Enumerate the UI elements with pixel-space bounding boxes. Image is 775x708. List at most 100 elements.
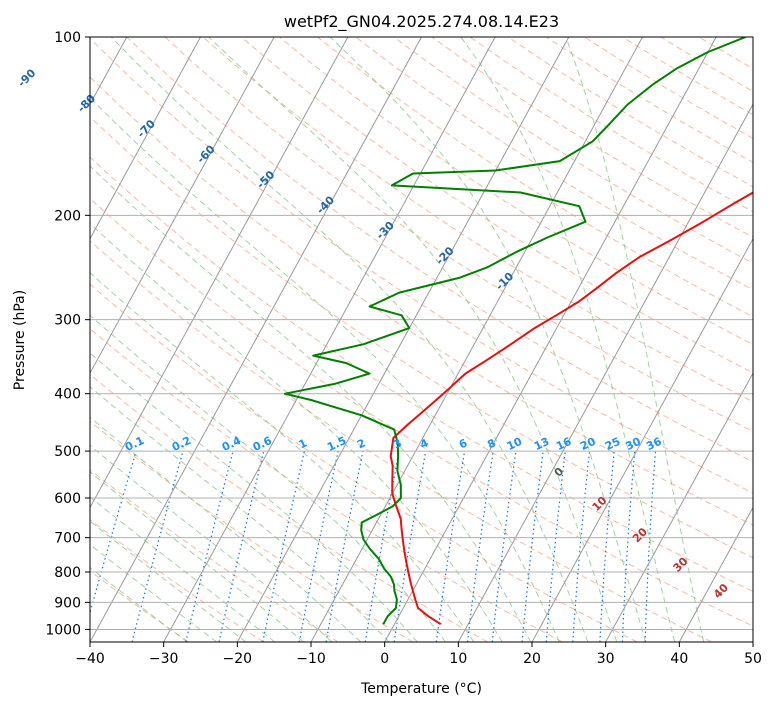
isotherm xyxy=(236,37,570,642)
dry-adiabat xyxy=(164,37,753,433)
mixing-ratio-label: 30 xyxy=(624,435,644,453)
y-tick-label: 1000 xyxy=(45,622,81,638)
mixing-ratio-line xyxy=(545,451,566,642)
mixing-ratio-label: 36 xyxy=(644,435,664,453)
y-tick-label: 200 xyxy=(54,208,81,224)
mixing-ratio-line xyxy=(621,451,636,642)
dry-adiabat xyxy=(90,156,753,593)
x-tick-label: −20 xyxy=(223,651,253,667)
x-axis-ticks: −40 −30 −20 −10 0 10 20 30 40 50 xyxy=(75,642,762,667)
dry-adiabat xyxy=(393,37,753,264)
y-tick-label: 600 xyxy=(54,491,81,507)
moist-adiabat-label: 20 xyxy=(630,525,650,545)
moist-adiabat-label: 40 xyxy=(711,581,731,601)
mixing-ratio-label: 6 xyxy=(457,436,470,451)
isotherm xyxy=(310,37,643,642)
dry-adiabat xyxy=(622,37,753,116)
x-tick-label: 20 xyxy=(523,651,541,667)
mixing-ratio-line xyxy=(521,451,544,642)
isotherm xyxy=(457,103,753,642)
moist-adiabat xyxy=(90,386,390,642)
mixing-ratio-label: 13 xyxy=(532,435,551,453)
background-lines xyxy=(90,37,753,642)
dry-adiabat xyxy=(317,37,753,318)
x-tick-label: −30 xyxy=(149,651,179,667)
y-tick-label: 100 xyxy=(54,30,81,46)
moist-adiabat xyxy=(90,165,532,642)
isotherm xyxy=(605,372,753,642)
y-tick-label: 900 xyxy=(54,595,81,611)
mixing-ratio-label: 4 xyxy=(418,436,431,451)
mixing-ratio-label: 16 xyxy=(554,435,574,453)
x-tick-label: 10 xyxy=(449,651,467,667)
moist-adiabat xyxy=(329,37,647,642)
dry-adiabat xyxy=(90,328,563,642)
isotherm xyxy=(678,506,753,642)
isotherm xyxy=(752,640,753,642)
mixing-ratio-line xyxy=(599,451,615,642)
mixing-ratio-label: 2 xyxy=(355,436,367,451)
moist-adiabat xyxy=(90,520,247,642)
chart-title: wetPf2_GN04.2025.274.08.14.E23 xyxy=(284,12,559,32)
moist-adiabat xyxy=(90,416,361,642)
x-axis-label: Temperature (°C) xyxy=(360,681,482,697)
mixing-ratio-line xyxy=(131,450,184,642)
dry-adiabat xyxy=(90,518,264,642)
moist-adiabat xyxy=(208,37,618,642)
isotherm xyxy=(384,37,717,642)
mixing-ratio-line xyxy=(491,451,517,642)
mixing-ratio-label: 25 xyxy=(603,435,622,453)
dry-adiabat xyxy=(90,283,638,642)
plot-frame xyxy=(89,36,754,643)
dry-adiabat xyxy=(90,240,712,642)
x-tick-label: 40 xyxy=(670,651,688,667)
y-tick-label: 700 xyxy=(54,531,81,547)
isotherm xyxy=(90,37,422,642)
y-tick-label: 400 xyxy=(54,387,81,403)
dry-adiabat xyxy=(355,37,753,291)
dry-adiabat xyxy=(90,570,190,642)
mixing-ratio-line xyxy=(90,450,137,615)
x-tick-label: 30 xyxy=(597,651,615,667)
dry-adiabat xyxy=(90,76,753,526)
mixing-ratio-line xyxy=(435,451,466,642)
dry-adiabat xyxy=(90,469,339,642)
grid-lines xyxy=(90,37,753,642)
isotherm xyxy=(90,37,201,240)
mixing-ratio-line xyxy=(466,451,494,642)
dry-adiabat xyxy=(202,37,753,403)
mixing-ratio-label: 1 xyxy=(297,436,309,451)
x-tick-label: 50 xyxy=(744,651,762,667)
y-tick-label: 800 xyxy=(54,565,81,581)
moist-adiabat xyxy=(460,37,676,642)
mixing-ratio-line xyxy=(364,450,400,642)
dry-adiabat xyxy=(90,373,488,642)
moist-adiabat xyxy=(565,37,705,642)
dry-adiabat xyxy=(698,37,753,70)
moist-adiabat xyxy=(90,96,560,642)
mixing-ratio-line xyxy=(325,450,364,642)
isotherm xyxy=(90,37,349,509)
dry-adiabat xyxy=(90,37,753,494)
isotherm xyxy=(163,37,496,642)
dry-adiabat xyxy=(584,37,753,139)
annotations: 0.10.20.40.611.52346810131620253036-100-… xyxy=(15,66,731,601)
isotherm-label: -90 xyxy=(15,66,38,89)
dry-adiabat xyxy=(90,197,753,627)
mixing-ratio-label: 20 xyxy=(578,435,598,453)
moist-adiabat xyxy=(90,272,475,642)
isotherm xyxy=(531,237,753,642)
y-axis-ticks: 1000 900 800 700 600 500 400 300 200 100 xyxy=(45,30,90,638)
temperature-profile-line xyxy=(389,191,753,626)
mixing-ratio-line xyxy=(298,450,339,642)
dry-adiabat xyxy=(278,37,753,346)
dewpoint-profile-line xyxy=(284,37,746,625)
moist-adiabat xyxy=(90,352,418,642)
moist-adiabat xyxy=(90,444,333,642)
mixing-ratio-label: 10 xyxy=(505,435,525,453)
dry-adiabat xyxy=(90,420,414,642)
x-tick-label: −40 xyxy=(75,651,105,667)
dry-adiabat xyxy=(660,37,753,93)
moist-adiabat xyxy=(90,566,188,642)
